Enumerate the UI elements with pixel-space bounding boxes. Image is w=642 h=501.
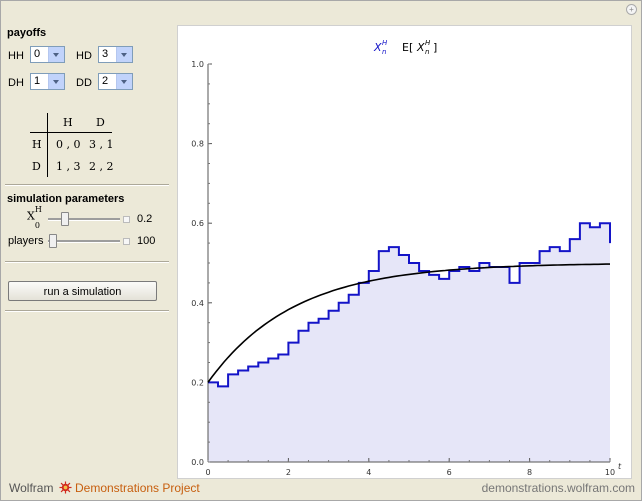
matrix-col-d: D [96, 116, 105, 129]
x-axis-label: t [618, 462, 622, 471]
hd-label: HD [76, 50, 92, 62]
players-label: players [8, 235, 44, 247]
y-tick-label: 0.6 [191, 219, 204, 228]
x0-value: 0.2 [137, 213, 153, 225]
y-tick-label: 0.4 [191, 299, 204, 308]
wolfram-spikey-icon [59, 481, 72, 494]
x-tick-label: 2 [286, 468, 291, 477]
demonstrations-project-link[interactable]: Demonstrations Project [75, 481, 200, 495]
matrix-hline [30, 132, 112, 133]
y-tick-label: 0.0 [191, 458, 204, 467]
chart: 0 2 4 6 8 100.00.20.40.60.81.0tX Hn E[X Hn] [191, 39, 622, 477]
hh-label: HH [8, 50, 24, 62]
legend-expectation-label: E[ [402, 41, 413, 54]
close-icon[interactable]: + [626, 4, 637, 15]
matrix-row-d: D [32, 160, 41, 173]
dd-label: DD [76, 77, 92, 89]
matrix-cell-hh: 0 , 0 [56, 138, 81, 151]
matrix-vline [47, 113, 48, 177]
legend-simulation-sub: n [382, 48, 386, 56]
chevron-down-icon [116, 74, 132, 89]
dh-label: DH [8, 77, 24, 89]
dd-select[interactable]: 2 [98, 73, 133, 90]
x-tick-label: 6 [447, 468, 452, 477]
payoffs-title: payoffs [7, 27, 47, 39]
matrix-col-h: H [63, 116, 73, 129]
site-link[interactable]: demonstrations.wolfram.com [481, 481, 635, 495]
x-tick-label: 4 [366, 468, 371, 477]
legend-simulation-label: X [373, 41, 382, 54]
dh-select[interactable]: 1 [30, 73, 65, 90]
y-tick-label: 1.0 [191, 60, 204, 69]
chevron-down-icon [48, 47, 64, 62]
footer: Wolfram Demonstrations Project demonstra… [1, 479, 641, 499]
y-tick-label: 0.8 [191, 140, 204, 149]
x0-label: XH0 [27, 205, 42, 230]
chevron-down-icon [116, 47, 132, 62]
run-simulation-button[interactable]: run a simulation [8, 281, 157, 301]
legend-expectation-x: X [416, 41, 425, 54]
matrix-cell-dh: 1 , 3 [56, 160, 81, 173]
players-slider-track[interactable] [48, 240, 120, 243]
x-tick-label: 0 [205, 468, 210, 477]
legend-simulation-sup: H [382, 39, 388, 47]
simulation-series-line [208, 222, 611, 388]
expectation-series-line [207, 263, 610, 383]
x-tick-label: 10 [605, 468, 615, 477]
divider [5, 310, 169, 312]
matrix-cell-hd: 3 , 1 [89, 138, 114, 151]
hh-select[interactable]: 0 [30, 46, 65, 63]
chevron-down-icon [48, 74, 64, 89]
players-slider-thumb[interactable] [49, 234, 57, 248]
hd-select[interactable]: 3 [98, 46, 133, 63]
divider [5, 261, 169, 263]
x0-slider-thumb[interactable] [61, 212, 70, 226]
divider [5, 184, 169, 186]
simulation-title: simulation parameters [7, 193, 125, 205]
x0-expand-icon[interactable] [123, 216, 130, 223]
legend-expectation-sup: H [425, 39, 431, 47]
players-value: 100 [137, 235, 156, 247]
matrix-row-h: H [32, 138, 42, 151]
legend-expectation-sub: n [425, 48, 429, 56]
wolfram-label: Wolfram [9, 481, 54, 495]
players-expand-icon[interactable] [123, 238, 130, 245]
legend-expectation-close: ] [433, 41, 437, 54]
x0-slider-track[interactable] [48, 218, 120, 221]
y-tick-label: 0.2 [191, 378, 204, 387]
x-tick-label: 8 [527, 468, 532, 477]
matrix-cell-dd: 2 , 2 [89, 160, 114, 173]
